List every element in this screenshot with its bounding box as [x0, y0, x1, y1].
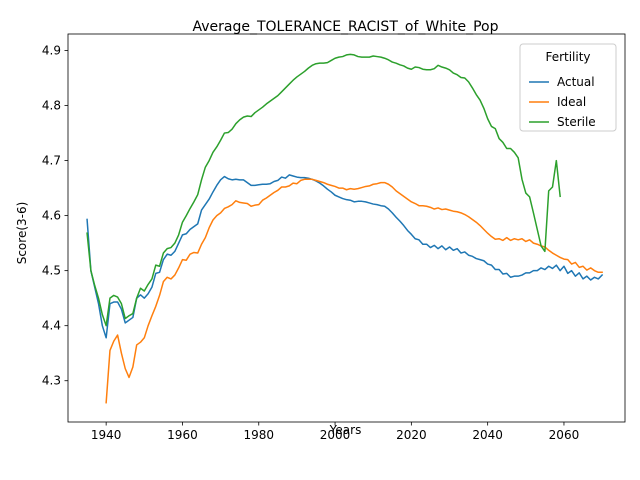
y-tick-label: 4.5: [42, 264, 61, 278]
legend-title: Fertility: [545, 50, 590, 64]
x-tick-label: 2000: [320, 428, 351, 442]
legend-label-sterile: Sterile: [557, 115, 596, 129]
y-axis-label: Score(3-6): [15, 202, 29, 265]
chart-title: Average_TOLERANCE_RACIST_of_White_Pop: [193, 19, 499, 35]
x-tick-label: 1960: [167, 428, 198, 442]
y-tick-label: 4.6: [42, 209, 61, 223]
y-axis: 4.3 4.4 4.5 4.6 4.7 4.8 4.9: [42, 44, 68, 388]
series-line-actual: [86, 174, 604, 339]
x-tick-label: 2060: [549, 428, 580, 442]
y-tick-label: 4.9: [42, 44, 61, 58]
x-tick-label: 1980: [243, 428, 274, 442]
axes-frame: [67, 33, 626, 423]
series-line-sterile: [86, 53, 561, 327]
legend-items: Actual Ideal Sterile: [529, 75, 596, 129]
x-tick-label: 2020: [396, 428, 427, 442]
y-tick-label: 4.3: [42, 374, 61, 388]
plot-area: [67, 33, 626, 423]
x-axis: 1940 1960 1980 2000 2020 2040 2060: [91, 422, 579, 442]
legend-label-actual: Actual: [557, 75, 595, 89]
legend-label-ideal: Ideal: [557, 95, 586, 109]
x-tick-label: 2040: [472, 428, 503, 442]
legend: Fertility Actual Ideal Sterile: [519, 43, 617, 132]
y-tick-label: 4.4: [42, 319, 61, 333]
legend-box: [519, 43, 617, 132]
x-axis-label: Years: [329, 423, 362, 437]
y-tick-label: 4.8: [42, 99, 61, 113]
x-tick-label: 1940: [91, 428, 122, 442]
y-tick-label: 4.7: [42, 154, 61, 168]
series-line-ideal: [105, 178, 603, 404]
